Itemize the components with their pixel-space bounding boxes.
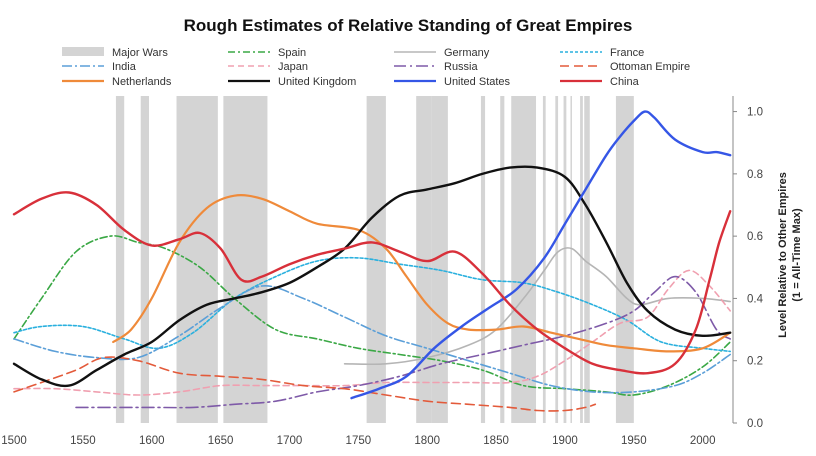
y-tick-label: 0.4: [747, 293, 764, 305]
x-tick-label: 1550: [70, 435, 96, 447]
war-band-2: [176, 96, 218, 423]
legend-swatch-major-wars: [62, 47, 104, 56]
x-tick-label: 1650: [208, 435, 234, 447]
series-line-spain: [13, 235, 731, 396]
x-tick-label: 1900: [552, 435, 578, 447]
series-line-russia: [75, 275, 731, 409]
legend-label: Germany: [444, 47, 490, 59]
legend-label: France: [610, 47, 644, 59]
legend-label: Ottoman Empire: [610, 61, 690, 73]
legend-label: India: [112, 61, 137, 73]
y-axis-label-line1: Level Relative to Other Empires: [777, 172, 789, 338]
war-band-9: [511, 96, 537, 423]
series-lines: [12, 110, 732, 412]
legend-item-spain: Spain: [228, 47, 306, 59]
legend-item-germany: Germany: [394, 47, 490, 59]
legend-item-major-wars: Major Wars: [62, 47, 168, 59]
legend-label: Major Wars: [112, 47, 168, 59]
series-line-united-states: [350, 110, 732, 400]
legend-label: Netherlands: [112, 76, 172, 88]
legend-item-united-states: United States: [394, 76, 511, 88]
y-tick-label: 0.2: [747, 356, 763, 368]
x-tick-label: 1600: [139, 435, 165, 447]
legend-item-japan: Japan: [228, 61, 308, 73]
chart-legend: Major Wars Spain Germany France India Japan Ru…: [62, 47, 690, 88]
y-tick-label: 0.8: [747, 169, 763, 181]
legend-item-china: China: [560, 76, 640, 88]
war-band-14: [580, 96, 583, 423]
legend-item-netherlands: Netherlands: [62, 76, 172, 88]
x-tick-label: 2000: [690, 435, 716, 447]
legend-label: United Kingdom: [278, 76, 356, 88]
war-band-7: [480, 96, 486, 423]
series-line-india: [13, 285, 731, 394]
x-tick-label: 1800: [414, 435, 440, 447]
legend-label: China: [610, 76, 640, 88]
x-tick-label: 1850: [483, 435, 509, 447]
legend-label: Russia: [444, 61, 479, 73]
series-line-japan: [13, 269, 731, 396]
war-band-11: [555, 96, 559, 423]
y-tick-label: 0.6: [747, 231, 763, 243]
x-axis-ticks: 1500 1550 1600 1650 1700 1750 1800 1850 1900 1950…: [1, 435, 715, 447]
war-band-12: [563, 96, 567, 423]
y-axis-label-line2: (1 = All-Time Max): [791, 208, 803, 302]
y-tick-label: 0.0: [747, 418, 763, 430]
war-band-0: [115, 96, 125, 423]
war-band-13: [570, 96, 572, 423]
series-line-germany: [343, 247, 731, 366]
war-band-1: [140, 96, 149, 423]
war-band-16: [615, 96, 634, 423]
y-tick-label: 1.0: [747, 107, 763, 119]
war-band-5: [416, 96, 432, 423]
legend-label: Spain: [278, 47, 306, 59]
legend-item-united-kingdom: United Kingdom: [228, 76, 356, 88]
legend-label: Japan: [278, 61, 308, 73]
series-line-china: [12, 191, 732, 375]
war-band-3: [223, 96, 268, 423]
legend-item-russia: Russia: [394, 61, 479, 73]
x-tick-label: 1700: [277, 435, 303, 447]
legend-item-ottoman-empire: Ottoman Empire: [560, 61, 690, 73]
legend-item-france: France: [560, 47, 644, 59]
war-band-15: [584, 96, 590, 423]
series-line-netherlands: [112, 194, 732, 353]
x-tick-label: 1500: [1, 435, 27, 447]
series-line-ottoman-empire: [13, 356, 597, 412]
legend-label: United States: [444, 76, 511, 88]
legend-item-india: India: [62, 61, 137, 73]
chart-title: Rough Estimates of Relative Standing of …: [184, 16, 633, 35]
series-line-france: [13, 256, 731, 353]
x-tick-label: 1750: [346, 435, 372, 447]
x-tick-label: 1950: [621, 435, 647, 447]
war-band-8: [500, 96, 505, 423]
y-axis-ticks: 0.0 0.2 0.4 0.6 0.8 1.0: [733, 107, 764, 430]
series-line-united-kingdom: [12, 165, 732, 388]
major-wars-bands: [115, 96, 634, 423]
